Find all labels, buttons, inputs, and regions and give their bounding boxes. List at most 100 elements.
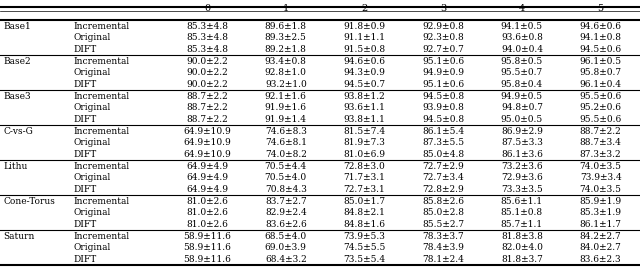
Text: 81.0±2.6: 81.0±2.6 (186, 197, 228, 206)
Text: Cone-Torus: Cone-Torus (3, 197, 55, 206)
Text: 92.1±1.6: 92.1±1.6 (265, 92, 307, 101)
Text: 88.7±2.2: 88.7±2.2 (186, 103, 228, 113)
Text: Incremental: Incremental (74, 162, 130, 171)
Text: 0: 0 (204, 4, 210, 13)
Text: 91.9±1.6: 91.9±1.6 (265, 103, 307, 113)
Text: 95.5±0.7: 95.5±0.7 (500, 68, 543, 78)
Text: 68.4±3.2: 68.4±3.2 (265, 255, 307, 264)
Text: 81.9±7.3: 81.9±7.3 (344, 138, 385, 148)
Text: 94.1±0.5: 94.1±0.5 (501, 22, 543, 31)
Text: 64.9±10.9: 64.9±10.9 (183, 138, 231, 148)
Text: Base1: Base1 (3, 22, 31, 31)
Text: 72.8±3.0: 72.8±3.0 (344, 162, 385, 171)
Text: 74.0±8.2: 74.0±8.2 (265, 150, 307, 159)
Text: 74.6±8.1: 74.6±8.1 (265, 138, 307, 148)
Text: 91.5±0.8: 91.5±0.8 (344, 45, 385, 54)
Text: 85.0±4.8: 85.0±4.8 (422, 150, 464, 159)
Text: 88.7±2.2: 88.7±2.2 (186, 115, 228, 124)
Text: 84.8±2.1: 84.8±2.1 (344, 208, 385, 218)
Text: Incremental: Incremental (74, 232, 130, 241)
Text: 94.9±0.9: 94.9±0.9 (422, 68, 464, 78)
Text: DIFT: DIFT (74, 150, 97, 159)
Text: 85.8±2.6: 85.8±2.6 (422, 197, 464, 206)
Text: 68.5±4.0: 68.5±4.0 (265, 232, 307, 241)
Text: 90.0±2.2: 90.0±2.2 (186, 80, 228, 89)
Text: DIFT: DIFT (74, 115, 97, 124)
Text: 95.0±0.5: 95.0±0.5 (500, 115, 543, 124)
Text: 3: 3 (440, 4, 446, 13)
Text: 84.2±2.7: 84.2±2.7 (580, 232, 621, 241)
Text: 94.1±0.8: 94.1±0.8 (580, 33, 621, 43)
Text: 93.8±1.2: 93.8±1.2 (344, 92, 385, 101)
Text: 70.5±4.0: 70.5±4.0 (265, 173, 307, 183)
Text: 84.0±2.7: 84.0±2.7 (580, 243, 621, 253)
Text: 85.5±2.7: 85.5±2.7 (422, 220, 464, 229)
Text: 70.8±4.3: 70.8±4.3 (265, 185, 307, 194)
Text: 58.9±11.6: 58.9±11.6 (183, 243, 231, 253)
Text: 71.7±3.1: 71.7±3.1 (344, 173, 385, 183)
Text: 85.7±1.1: 85.7±1.1 (501, 220, 543, 229)
Text: Original: Original (74, 138, 111, 148)
Text: Original: Original (74, 68, 111, 78)
Text: 58.9±11.6: 58.9±11.6 (183, 255, 231, 264)
Text: 73.2±3.6: 73.2±3.6 (501, 162, 543, 171)
Text: 92.9±0.8: 92.9±0.8 (422, 22, 464, 31)
Text: 85.1±0.8: 85.1±0.8 (501, 208, 543, 218)
Text: 89.3±2.5: 89.3±2.5 (265, 33, 307, 43)
Text: 88.7±2.2: 88.7±2.2 (186, 92, 228, 101)
Text: 94.9±0.5: 94.9±0.5 (501, 92, 543, 101)
Text: 86.1±1.7: 86.1±1.7 (580, 220, 621, 229)
Text: 74.0±3.5: 74.0±3.5 (580, 162, 621, 171)
Text: 81.5±7.4: 81.5±7.4 (344, 127, 385, 136)
Text: 85.0±1.7: 85.0±1.7 (344, 197, 385, 206)
Text: 89.2±1.8: 89.2±1.8 (265, 45, 307, 54)
Text: 81.0±2.6: 81.0±2.6 (186, 220, 228, 229)
Text: 72.7±3.1: 72.7±3.1 (344, 185, 385, 194)
Text: C-vs-G: C-vs-G (3, 127, 33, 136)
Text: 72.7±2.9: 72.7±2.9 (422, 162, 464, 171)
Text: 95.8±0.7: 95.8±0.7 (580, 68, 621, 78)
Text: Original: Original (74, 173, 111, 183)
Text: 93.2±1.0: 93.2±1.0 (265, 80, 307, 89)
Text: 72.9±3.6: 72.9±3.6 (501, 173, 543, 183)
Text: 93.4±0.8: 93.4±0.8 (265, 57, 307, 66)
Text: 95.5±0.6: 95.5±0.6 (579, 115, 622, 124)
Text: 85.3±4.8: 85.3±4.8 (186, 45, 228, 54)
Text: 78.4±3.9: 78.4±3.9 (422, 243, 464, 253)
Text: 93.6±1.1: 93.6±1.1 (344, 103, 385, 113)
Text: 91.1±1.1: 91.1±1.1 (344, 33, 385, 43)
Text: 81.0±2.6: 81.0±2.6 (186, 208, 228, 218)
Text: 82.9±2.4: 82.9±2.4 (265, 208, 307, 218)
Text: 94.5±0.8: 94.5±0.8 (422, 115, 464, 124)
Text: 85.3±4.8: 85.3±4.8 (186, 33, 228, 43)
Text: 81.8±3.7: 81.8±3.7 (501, 255, 543, 264)
Text: 93.8±1.1: 93.8±1.1 (344, 115, 385, 124)
Text: 94.6±0.6: 94.6±0.6 (580, 22, 621, 31)
Text: Incremental: Incremental (74, 57, 130, 66)
Text: 96.1±0.4: 96.1±0.4 (580, 80, 621, 89)
Text: Original: Original (74, 103, 111, 113)
Text: 94.3±0.9: 94.3±0.9 (344, 68, 385, 78)
Text: 74.6±8.3: 74.6±8.3 (265, 127, 307, 136)
Text: Original: Original (74, 243, 111, 253)
Text: 94.5±0.8: 94.5±0.8 (422, 92, 464, 101)
Text: Original: Original (74, 33, 111, 43)
Text: 74.0±3.5: 74.0±3.5 (580, 185, 621, 194)
Text: 94.6±0.6: 94.6±0.6 (344, 57, 385, 66)
Text: 94.5±0.6: 94.5±0.6 (580, 45, 621, 54)
Text: 93.6±0.8: 93.6±0.8 (501, 33, 543, 43)
Text: 83.6±2.3: 83.6±2.3 (580, 255, 621, 264)
Text: 83.6±2.6: 83.6±2.6 (265, 220, 307, 229)
Text: 88.7±2.2: 88.7±2.2 (580, 127, 621, 136)
Text: 96.1±0.5: 96.1±0.5 (580, 57, 621, 66)
Text: 64.9±4.9: 64.9±4.9 (186, 162, 228, 171)
Text: 83.7±2.7: 83.7±2.7 (265, 197, 307, 206)
Text: 78.3±3.7: 78.3±3.7 (422, 232, 464, 241)
Text: DIFT: DIFT (74, 45, 97, 54)
Text: Original: Original (74, 208, 111, 218)
Text: 95.1±0.6: 95.1±0.6 (422, 80, 464, 89)
Text: 91.8±0.9: 91.8±0.9 (344, 22, 385, 31)
Text: Incremental: Incremental (74, 197, 130, 206)
Text: 95.2±0.6: 95.2±0.6 (580, 103, 621, 113)
Text: 73.9±3.4: 73.9±3.4 (580, 173, 621, 183)
